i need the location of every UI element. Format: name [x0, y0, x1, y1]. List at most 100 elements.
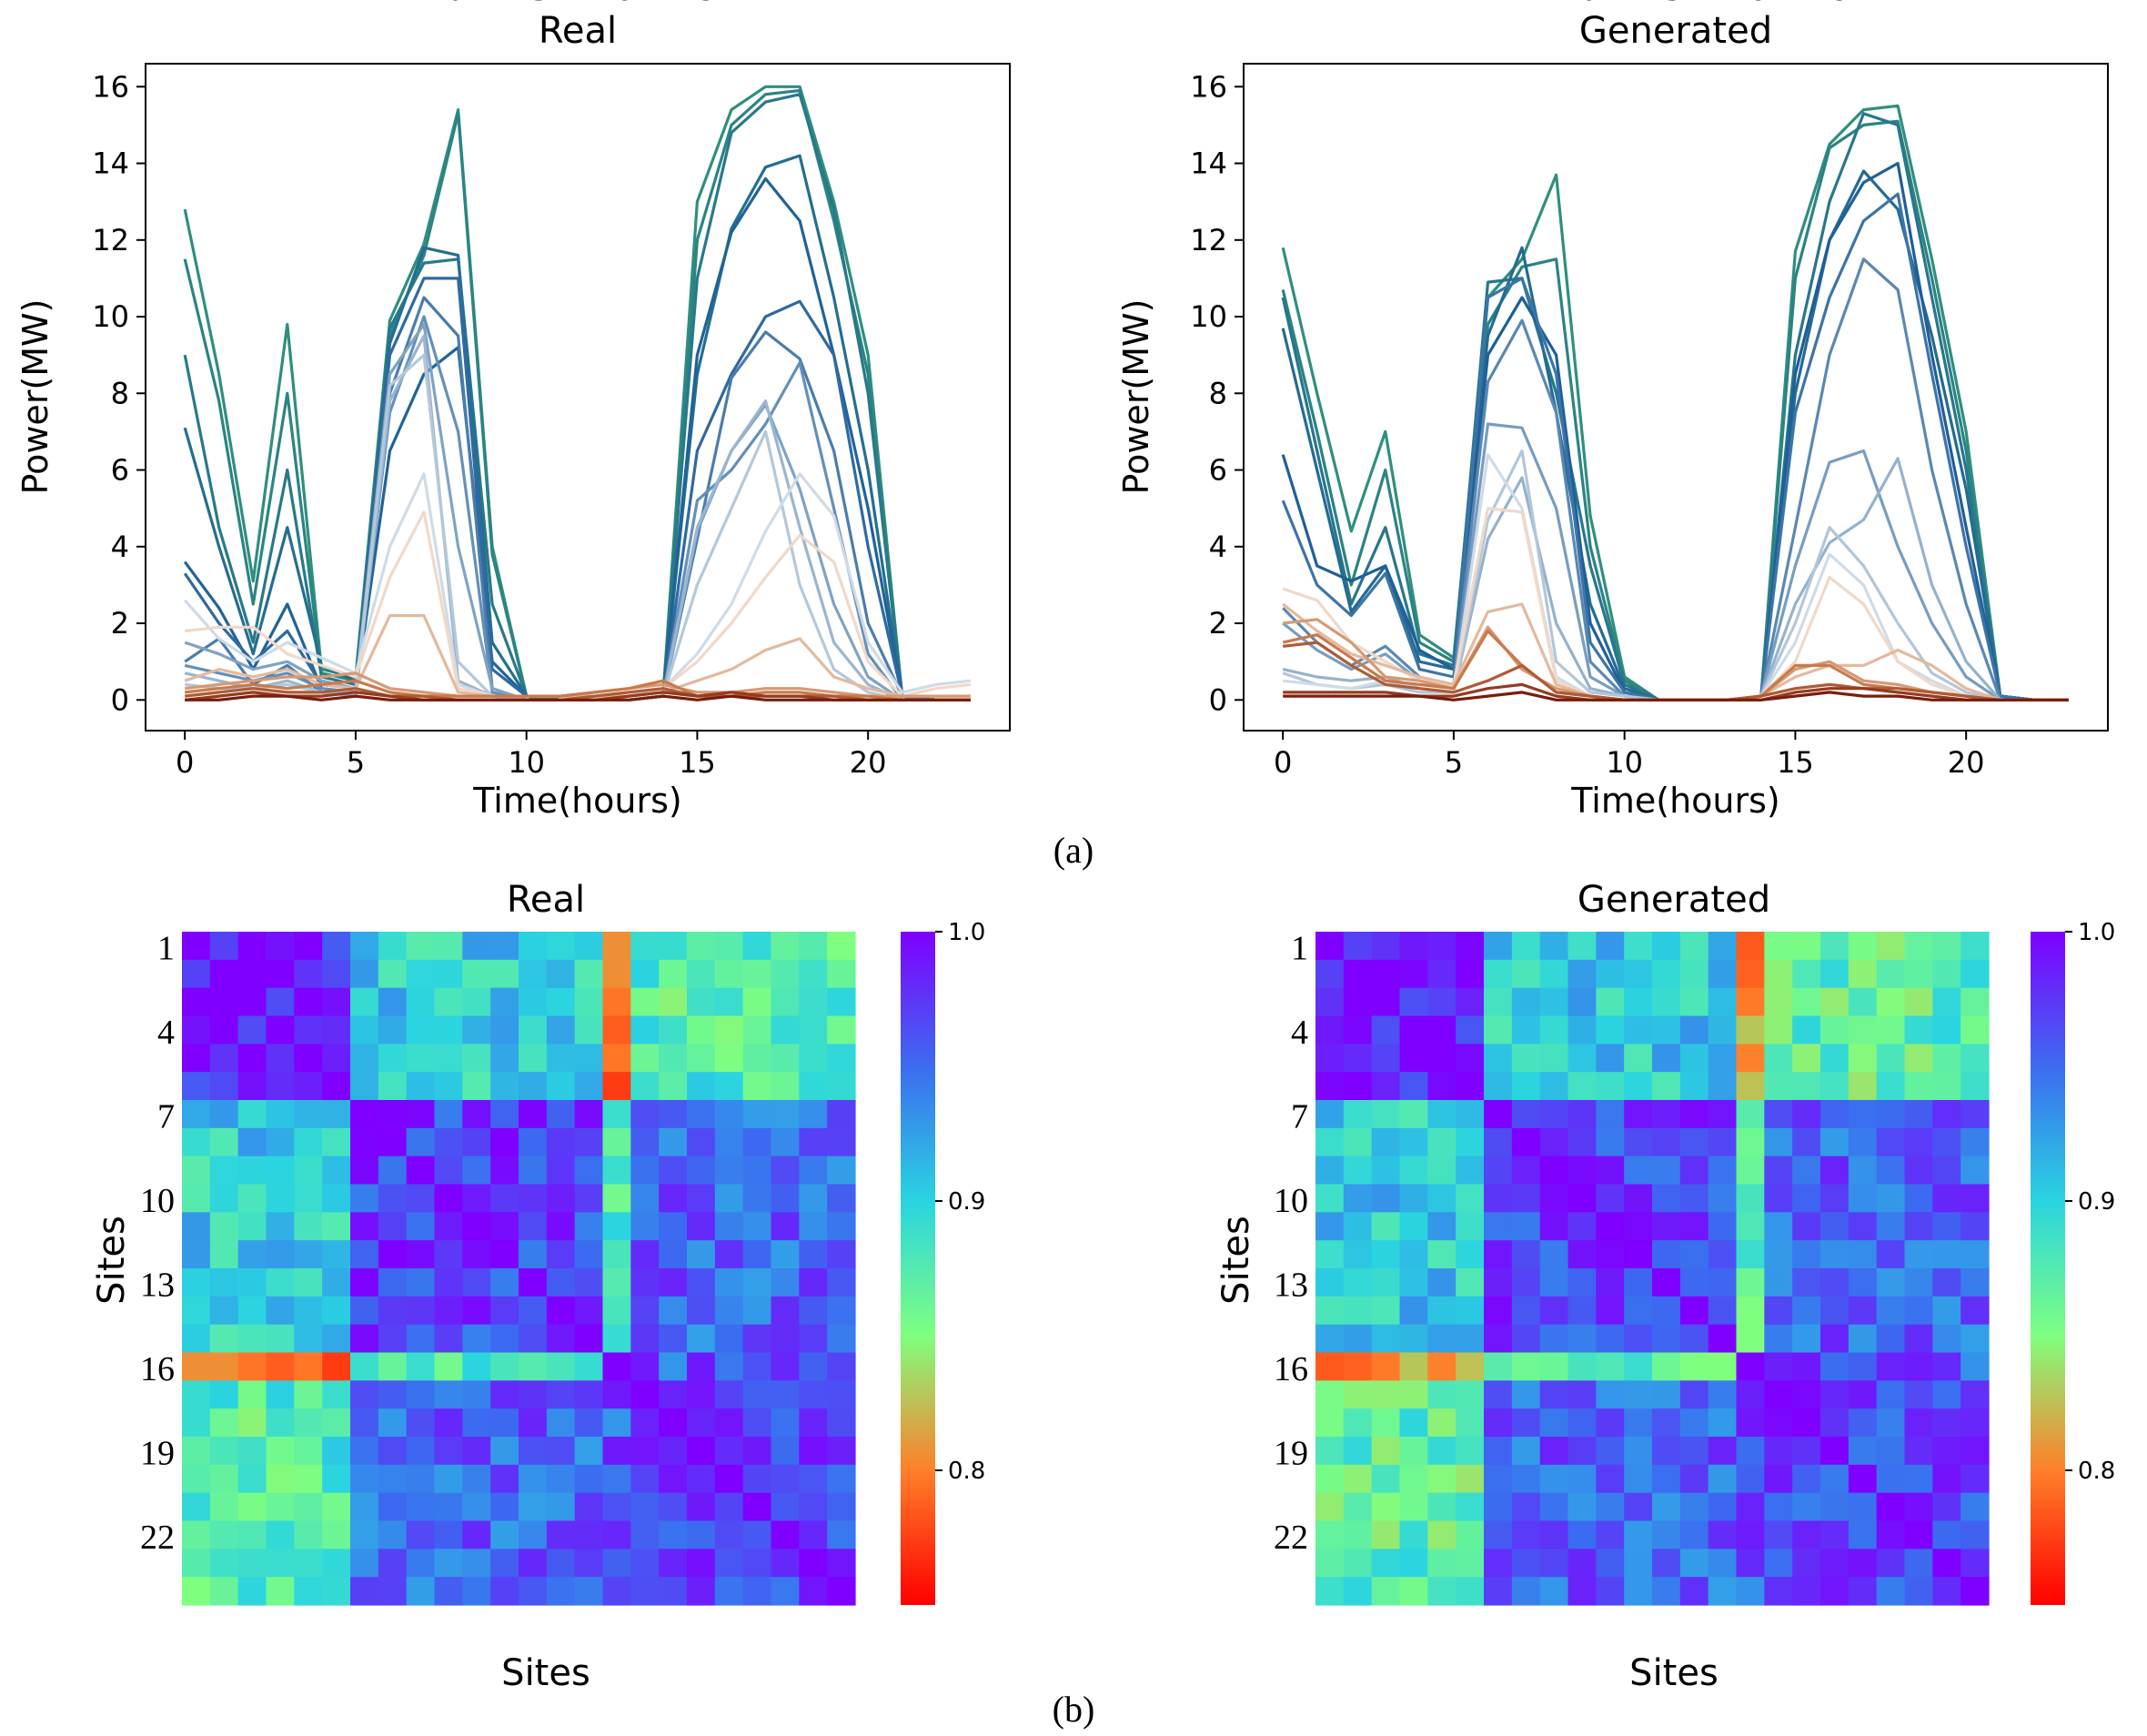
heat-cell [1961, 1268, 1990, 1297]
x-tick-label: 22 [1900, 0, 1934, 8]
heat-cell [742, 1100, 772, 1129]
heat-cell [1652, 1212, 1681, 1241]
heat-cell [799, 1380, 828, 1409]
heat-cell [406, 1324, 436, 1354]
chart-title: Real [539, 10, 617, 52]
heat-cell [294, 1437, 323, 1466]
heat-cell [1539, 1156, 1569, 1186]
heat-cell [799, 1156, 828, 1186]
heat-cell [1820, 1408, 1850, 1438]
heat-cell [1371, 987, 1401, 1017]
y-tick-label: 16 [1190, 69, 1227, 104]
heat-cell [1567, 1549, 1597, 1578]
heat-cell [771, 1408, 800, 1438]
heat-cell [1652, 1044, 1681, 1073]
heat-cell [182, 1464, 211, 1494]
x-axis-label: Time(hours) [1570, 781, 1779, 821]
x-tick-label: 4 [1404, 0, 1421, 8]
heat-cell [1596, 1015, 1625, 1045]
heat-cell [1596, 1520, 1625, 1549]
heat-cell [1708, 1212, 1738, 1241]
heat-cell [1567, 1437, 1597, 1466]
heat-cell [714, 1268, 744, 1297]
heat-cell [1708, 1127, 1738, 1157]
colorbar-tick-label: 1.0 [2078, 919, 2115, 946]
heat-cell [1961, 1437, 1990, 1466]
heat-cell [490, 1324, 519, 1354]
heat-cell [714, 1380, 744, 1409]
heat-cell [490, 1352, 519, 1381]
heat-cell [462, 1408, 491, 1438]
heat-cell [1343, 1100, 1373, 1129]
heat-cell [771, 1156, 800, 1186]
heat-cell [1427, 1015, 1457, 1045]
x-tick-label: 13 [1648, 0, 1682, 8]
heat-cell [322, 1437, 351, 1466]
heat-cell [209, 1324, 239, 1354]
heat-cell [659, 1212, 688, 1241]
heat-cell [630, 932, 660, 961]
heat-cell [687, 1549, 716, 1578]
heat-cell [827, 1212, 856, 1241]
colorbar-tick-label: 1.0 [948, 919, 985, 946]
heat-cell [1624, 1268, 1653, 1297]
heat-cell [378, 1464, 408, 1494]
heat-cell [1343, 1408, 1373, 1438]
heat-cell [1596, 1156, 1625, 1186]
heat-cell [546, 1464, 576, 1494]
heat-cell [546, 1549, 576, 1578]
heat-cell [1511, 1072, 1541, 1101]
heat-cell [1764, 1324, 1793, 1354]
heat-cell [827, 1015, 856, 1045]
heat-cell [602, 1240, 631, 1269]
heat-cell [1624, 1240, 1653, 1269]
heat-cell [1539, 1324, 1569, 1354]
heat-cell [1456, 1437, 1485, 1466]
heat-cell [1624, 1296, 1653, 1326]
heat-cell [1624, 1072, 1653, 1101]
heat-cell [182, 1240, 211, 1269]
heat-cell [687, 1408, 716, 1438]
heat-cell [350, 1408, 379, 1438]
heat-cell [1456, 1492, 1485, 1522]
heat-cell [350, 959, 379, 989]
heat-cell [1427, 1549, 1457, 1578]
heat-cell [490, 1100, 519, 1129]
heat-cell [406, 1408, 436, 1438]
heat-cell [1736, 987, 1765, 1017]
heat-cell [630, 1492, 660, 1522]
heat-cell [266, 959, 295, 989]
heat-cell [266, 1184, 295, 1213]
heat-cell [630, 1324, 660, 1354]
heat-cell [799, 1437, 828, 1466]
colorbar-tick-label: 0.8 [948, 1458, 985, 1485]
heat-cell [1679, 1549, 1709, 1578]
heat-cell [1343, 987, 1373, 1017]
heat-cell [462, 1549, 491, 1578]
heat-cell [1427, 1352, 1457, 1381]
chart-title: Real [507, 879, 585, 921]
heat-cell [490, 1492, 519, 1522]
heat-cell [266, 1212, 295, 1241]
heat-cell [771, 1268, 800, 1297]
heat-cell [574, 1324, 604, 1354]
heat-cell [294, 1296, 323, 1326]
heat-cell [378, 1437, 408, 1466]
heat-cell [546, 1296, 576, 1326]
heat-cell [1848, 1268, 1878, 1297]
heat-cell [1736, 1212, 1765, 1241]
heat-cell [1596, 1352, 1625, 1381]
heat-cell [1484, 1015, 1513, 1045]
heat-cell [519, 1464, 548, 1494]
heat-cell [1399, 959, 1428, 989]
x-tick-label: 20 [850, 745, 887, 780]
heat-cell [1456, 1352, 1485, 1381]
heat-cell [1511, 932, 1541, 961]
heat-cell [350, 1380, 379, 1409]
heat-cell [1539, 1577, 1569, 1606]
heat-cell [1736, 1156, 1765, 1186]
heat-cell [574, 1072, 604, 1101]
heat-cell [1736, 1127, 1765, 1157]
heat-cell [827, 1156, 856, 1186]
heat-cell [1679, 1212, 1709, 1241]
